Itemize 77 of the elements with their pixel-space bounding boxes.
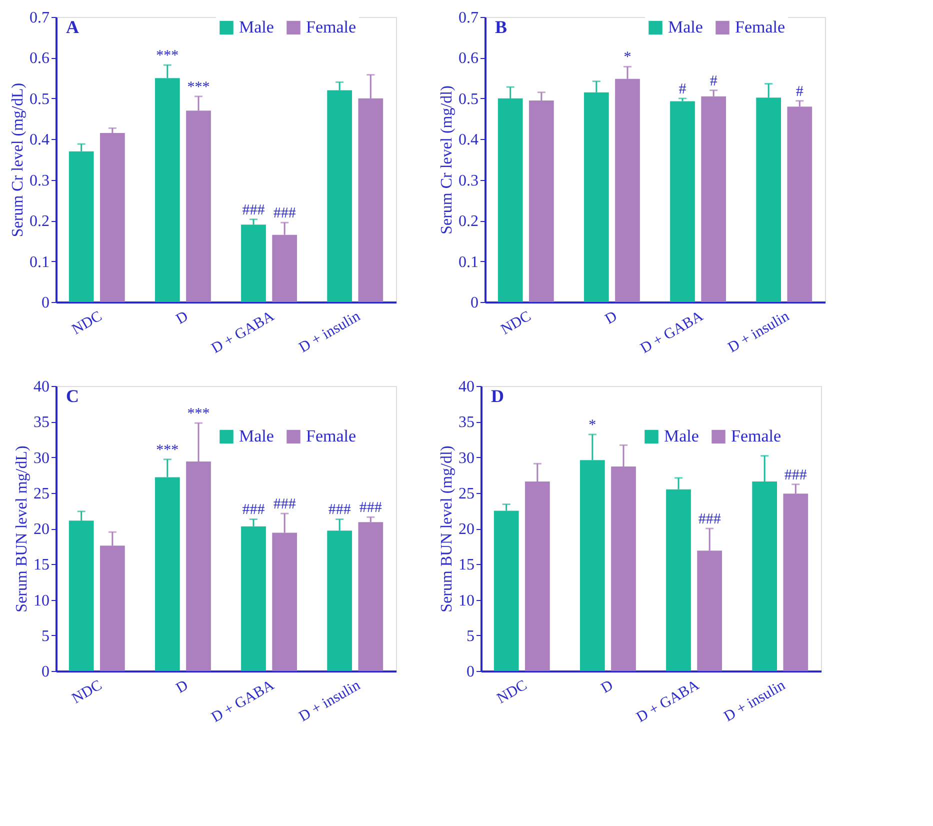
x-tick-label: D	[598, 677, 616, 697]
y-axis-title: Serum BUN level (mg/dl)	[438, 446, 456, 612]
data-label: ***	[187, 406, 210, 422]
y-tick-label: 20	[34, 521, 50, 538]
legend-label: Male	[664, 426, 699, 446]
y-tick-label: 15	[458, 556, 474, 574]
y-tick-label: 25	[458, 485, 474, 502]
y-axis-title: Serum Cr level (mg/dl)	[438, 86, 456, 234]
legend-label: Female	[306, 426, 356, 446]
x-tick-label: NDC	[498, 308, 534, 338]
data-label: *	[588, 417, 596, 434]
y-tick-label: 0	[42, 664, 50, 680]
data-label: ###	[784, 467, 808, 484]
data-label: ###	[273, 496, 296, 513]
y-tick-label: 0.2	[30, 213, 50, 230]
y-tick-label: 0.4	[30, 132, 50, 149]
x-tick-label: D	[174, 308, 192, 328]
y-tick-label: 35	[458, 414, 474, 432]
y-tick-label: 0.1	[458, 254, 478, 271]
data-label: ###	[242, 502, 266, 518]
chart-title: A	[66, 17, 79, 37]
x-tick-label: NDC	[494, 678, 530, 708]
data-label: #	[678, 81, 687, 98]
y-tick-label: 0.4	[458, 132, 478, 149]
y-tick-label: 0.6	[458, 50, 478, 68]
y-tick-label: 20	[458, 521, 474, 538]
y-tick-label: 0.6	[30, 50, 50, 68]
bar	[358, 522, 384, 671]
chart-title: C	[66, 386, 79, 406]
data-label: ###	[698, 512, 722, 528]
data-label: #	[710, 73, 718, 90]
y-tick-label: 5	[466, 628, 474, 645]
legend-label: Male	[668, 18, 703, 37]
y-tick-label: 0	[470, 294, 478, 312]
y-tick-label: 10	[458, 592, 474, 610]
y-axis-title: Serum Cr level (mg/dL)	[10, 82, 26, 238]
data-label: ###	[359, 500, 382, 516]
y-tick-label: 25	[34, 485, 50, 502]
y-tick-label: 30	[458, 450, 474, 467]
legend-label: Female	[735, 18, 786, 37]
y-tick-label: 0	[42, 294, 50, 312]
legend-label: Male	[239, 18, 274, 37]
y-tick-label: 0.5	[458, 90, 478, 108]
chart-title: D	[491, 386, 504, 406]
legend-label: Male	[239, 426, 274, 446]
y-tick-label: 35	[34, 414, 50, 432]
y-tick-label: 0.7	[30, 10, 50, 26]
legend-label: Female	[731, 426, 782, 446]
data-label: ***	[156, 442, 179, 458]
y-tick-label: 0.7	[458, 10, 478, 26]
y-tick-label: 40	[458, 378, 474, 396]
y-tick-label: 0.2	[458, 213, 478, 230]
data-label: ***	[187, 79, 210, 96]
bar	[100, 133, 125, 302]
legend-label: Female	[306, 18, 356, 37]
data-label: ###	[328, 502, 352, 518]
x-tick-label: NDC	[69, 308, 105, 338]
y-axis-title: Serum BUN level mg/dL)	[14, 446, 30, 612]
y-tick-label: 0.5	[30, 90, 50, 108]
x-tick-label: NDC	[69, 678, 105, 708]
x-tick-label: D	[174, 677, 192, 697]
data-label: #	[796, 84, 804, 100]
y-tick-label: 5	[42, 628, 50, 645]
y-tick-label: 0.3	[458, 172, 478, 190]
y-tick-label: 0.1	[30, 254, 50, 271]
x-tick-label: D	[602, 308, 620, 328]
data-label: ###	[242, 202, 266, 218]
y-tick-label: 30	[34, 450, 50, 467]
y-tick-label: 0	[466, 664, 474, 680]
y-tick-label: 40	[34, 378, 50, 396]
data-label: *	[624, 50, 632, 66]
chart-title: B	[495, 17, 508, 37]
y-tick-label: 10	[34, 592, 50, 610]
y-tick-label: 15	[34, 556, 50, 574]
data-label: ###	[273, 206, 296, 222]
data-label: ***	[156, 48, 179, 64]
y-tick-label: 0.3	[30, 172, 50, 190]
